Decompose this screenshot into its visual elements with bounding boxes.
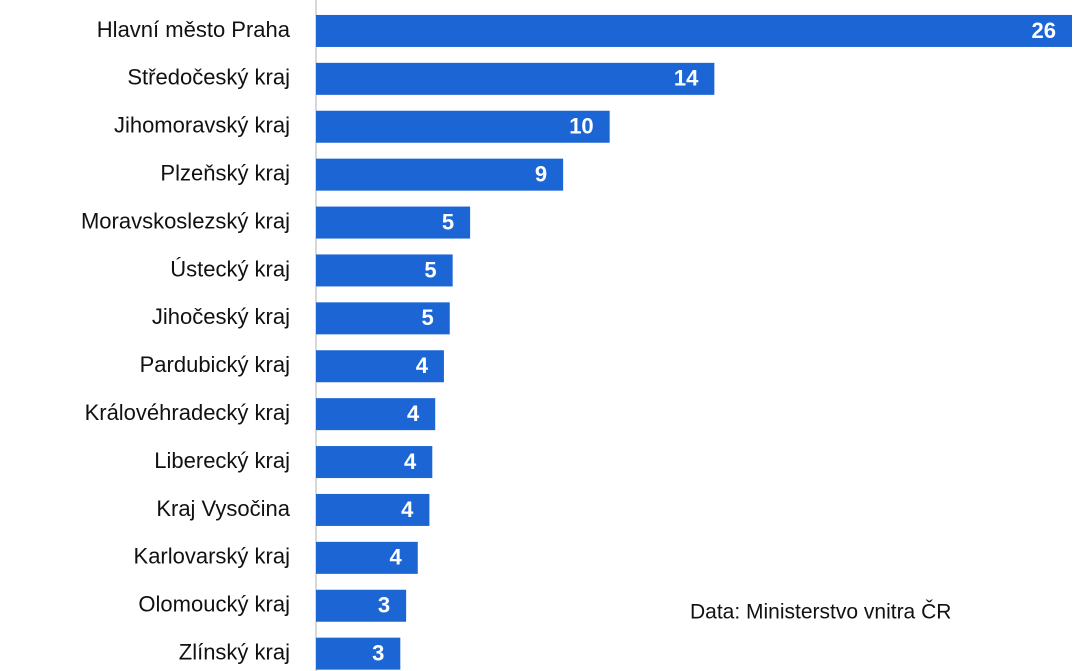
- bar: [316, 589, 407, 622]
- value-label: 4: [390, 545, 403, 570]
- value-label: 5: [424, 257, 436, 282]
- annotation: Data: Ministerstvo vnitra ČR: [690, 601, 951, 624]
- category-label: Jihomoravský kraj: [114, 113, 290, 138]
- value-label: 4: [401, 497, 414, 522]
- category-label: Liberecký kraj: [154, 448, 290, 473]
- category-label: Moravskoslezský kraj: [81, 208, 290, 233]
- category-label: Olomoucký kraj: [138, 592, 290, 617]
- value-label: 14: [674, 66, 699, 91]
- value-label: 9: [535, 161, 547, 186]
- bar: [316, 158, 564, 191]
- bar: [316, 14, 1072, 47]
- bar: [316, 398, 436, 431]
- category-label: Karlovarský kraj: [134, 544, 290, 569]
- bar: [316, 637, 401, 670]
- category-label: Královéhradecký kraj: [85, 400, 290, 425]
- bar: [316, 206, 471, 239]
- value-label: 3: [378, 593, 390, 618]
- bar: [316, 254, 453, 287]
- bar: [316, 350, 444, 383]
- value-label: 10: [569, 114, 593, 139]
- bar: [316, 493, 430, 526]
- value-label: 4: [407, 401, 420, 426]
- value-label: 3: [372, 640, 384, 665]
- value-label: 5: [442, 209, 454, 234]
- category-label: Jihočeský kraj: [152, 304, 290, 329]
- bar: [316, 541, 418, 574]
- category-label: Pardubický kraj: [140, 352, 290, 377]
- bar: [316, 62, 715, 95]
- bar: [316, 110, 610, 143]
- value-label: 5: [422, 305, 434, 330]
- category-label: Kraj Vysočina: [156, 496, 290, 521]
- bar: [316, 302, 450, 335]
- category-label: Středočeský kraj: [127, 65, 290, 90]
- value-label: 26: [1032, 18, 1056, 43]
- category-label: Ústecký kraj: [170, 256, 290, 281]
- category-label: Hlavní město Praha: [97, 17, 291, 42]
- bar: [316, 446, 433, 479]
- category-label: Plzeňský kraj: [160, 160, 290, 185]
- value-label: 4: [416, 353, 429, 378]
- category-label: Zlínský kraj: [179, 639, 290, 664]
- value-label: 4: [404, 449, 417, 474]
